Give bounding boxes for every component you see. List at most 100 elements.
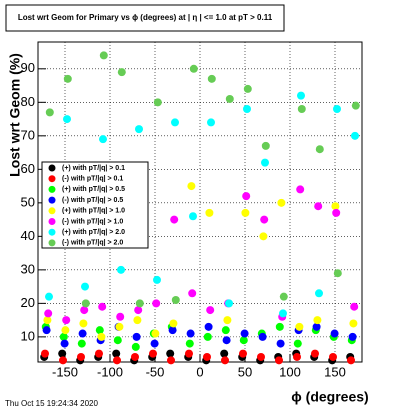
point (77, 339, 86, 348)
x-tick-label: -150 (52, 364, 78, 379)
point (311, 349, 319, 358)
point (331, 202, 340, 211)
point (313, 316, 322, 325)
point (242, 192, 251, 201)
point (171, 118, 179, 127)
point (220, 349, 229, 358)
point (61, 326, 70, 335)
point (131, 342, 140, 351)
point (41, 349, 49, 358)
point (315, 289, 323, 298)
point (171, 296, 180, 305)
x-tick-label: 50 (238, 364, 252, 379)
y-tick-label: 40 (21, 228, 35, 243)
point (330, 329, 339, 338)
point (257, 352, 265, 361)
point (261, 158, 269, 167)
point (135, 299, 144, 308)
point (222, 336, 231, 345)
point (351, 131, 359, 140)
point (135, 125, 143, 134)
point (314, 202, 323, 211)
point (350, 302, 359, 311)
point (134, 306, 143, 315)
legend-label: (-) with pT/|q| > 2.0 (62, 240, 123, 247)
y-tick-label: 70 (21, 127, 35, 142)
y-axis-label: Lost wrt Geom (%) (7, 53, 23, 177)
point (203, 332, 212, 341)
legend-label: (+) with pT/|q| > 0.5 (62, 186, 125, 193)
legend-label: (-) with pT/|q| > 1.0 (62, 218, 123, 225)
point (168, 326, 177, 335)
legend-marker (48, 239, 56, 247)
point (77, 352, 85, 361)
point (221, 326, 230, 335)
point (99, 51, 108, 60)
y-tick-label: 20 (21, 295, 35, 310)
point (279, 292, 288, 301)
point (297, 91, 305, 100)
point (275, 356, 283, 365)
series (45, 51, 360, 308)
point (132, 332, 141, 341)
y-tick-label: 10 (21, 328, 35, 343)
point (153, 275, 161, 284)
point (332, 208, 341, 217)
x-tick-label: 150 (324, 364, 346, 379)
x-tick-label: -50 (146, 364, 165, 379)
series (42, 322, 357, 348)
point (333, 269, 342, 278)
point (329, 352, 337, 361)
point (221, 356, 229, 365)
point (204, 322, 213, 331)
point (275, 322, 284, 331)
point (203, 352, 211, 361)
legend-marker (48, 218, 56, 225)
point (99, 135, 107, 144)
point (58, 349, 67, 358)
point (206, 306, 215, 315)
point (293, 352, 301, 361)
point (117, 265, 125, 274)
legend-marker (48, 228, 56, 236)
series (41, 349, 355, 365)
point (279, 309, 287, 318)
footer: Thu Oct 15 19:24:34 2020 (5, 399, 99, 408)
point (293, 339, 302, 348)
point (169, 319, 178, 328)
legend-box (41, 161, 149, 249)
point (349, 319, 358, 328)
point (81, 299, 90, 308)
point (113, 336, 122, 345)
point (43, 316, 52, 325)
x-tick-label: 100 (279, 364, 301, 379)
legend-marker (48, 196, 56, 204)
point (296, 185, 305, 194)
y-tick-label: 60 (21, 161, 35, 176)
point (44, 309, 53, 318)
point (97, 332, 106, 341)
title-box (5, 4, 285, 32)
point (133, 316, 142, 325)
point (347, 356, 355, 365)
point (297, 105, 306, 114)
point (45, 292, 53, 301)
point (131, 352, 139, 361)
point (95, 349, 103, 358)
point (149, 349, 157, 358)
y-tick-label: 30 (21, 261, 35, 276)
point (152, 299, 161, 308)
point (239, 349, 247, 358)
point (207, 74, 216, 83)
point (207, 118, 215, 127)
point (151, 329, 160, 338)
point (189, 64, 198, 73)
point (167, 356, 175, 365)
point (277, 198, 286, 207)
point (333, 105, 341, 114)
point (62, 316, 71, 325)
point (59, 356, 67, 365)
y-tick-label: 90 (21, 60, 35, 75)
point (98, 302, 107, 311)
point (185, 349, 193, 358)
